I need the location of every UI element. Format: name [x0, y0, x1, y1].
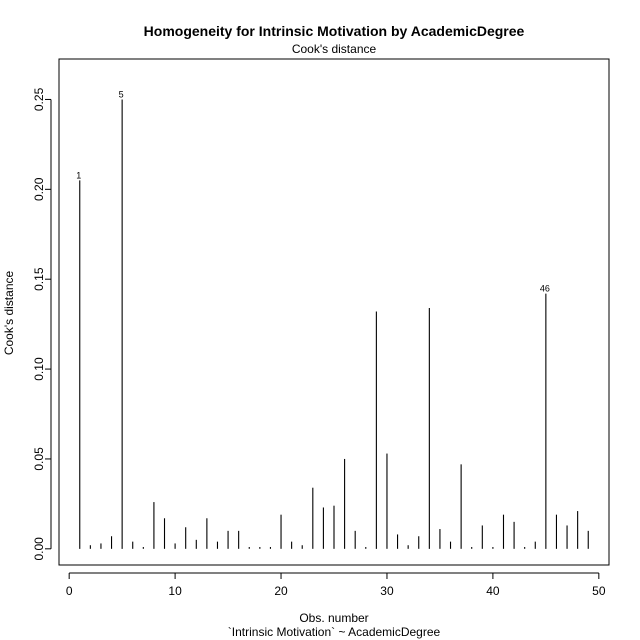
x-tick-label: 10	[168, 584, 182, 598]
y-tick-label: 0.20	[32, 177, 46, 201]
y-tick-label: 0.15	[32, 267, 46, 291]
y-tick-label: 0.10	[32, 357, 46, 381]
y-axis: 0.00 0.05 0.10 0.15 0.20 0.25	[32, 87, 52, 561]
y-axis-label: Cook's distance	[2, 271, 16, 356]
x-axis: 0 10 20 30 40 50	[66, 572, 606, 598]
x-tick-label: 40	[486, 584, 500, 598]
observation-label: 1	[76, 170, 81, 180]
x-axis-sublabel: `Intrinsic Motivation` ~ AcademicDegree	[228, 625, 441, 639]
x-axis-label: Obs. number	[299, 611, 368, 625]
observation-label: 5	[119, 89, 124, 99]
spikes-group	[79, 99, 589, 549]
y-tick-label: 0.05	[32, 447, 46, 471]
x-tick-label: 0	[66, 584, 73, 598]
x-tick-label: 20	[274, 584, 288, 598]
x-tick-label: 50	[592, 584, 606, 598]
y-tick-label: 0.25	[32, 87, 46, 111]
plot-frame	[58, 58, 610, 566]
observation-label: 46	[540, 284, 550, 294]
chart-title: Homogeneity for Intrinsic Motivation by …	[144, 23, 525, 39]
y-tick-label: 0.00	[32, 537, 46, 561]
chart-subtitle: Cook's distance	[292, 42, 377, 56]
x-tick-label: 30	[380, 584, 394, 598]
